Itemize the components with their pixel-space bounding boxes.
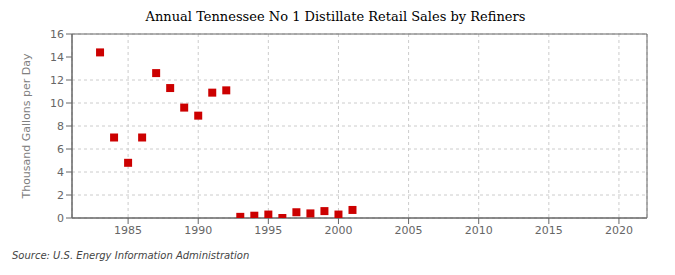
svg-text:Thousand Gallons per Day: Thousand Gallons per Day xyxy=(20,53,33,200)
svg-text:6: 6 xyxy=(57,143,64,156)
svg-text:2015: 2015 xyxy=(535,224,563,237)
svg-text:2010: 2010 xyxy=(465,224,493,237)
svg-text:14: 14 xyxy=(50,51,64,64)
svg-text:1995: 1995 xyxy=(254,224,282,237)
svg-text:16: 16 xyxy=(50,28,64,41)
svg-text:0: 0 xyxy=(57,212,64,225)
svg-text:2: 2 xyxy=(57,189,64,202)
svg-text:4: 4 xyxy=(57,166,64,179)
svg-text:12: 12 xyxy=(50,74,64,87)
html-text:Annual Tennessee No 1 Distilla: Annual Tennessee No 1 Distillate Retail … xyxy=(145,9,526,24)
svg-text:8: 8 xyxy=(57,120,64,133)
svg-text:2000: 2000 xyxy=(324,224,352,237)
svg-text:1990: 1990 xyxy=(184,224,212,237)
html-text:Source: U.S. Energy Informatio: Source: U.S. Energy Information Administ… xyxy=(12,250,250,261)
svg-text:1985: 1985 xyxy=(114,224,142,237)
svg-text:10: 10 xyxy=(50,97,64,110)
svg-text:2005: 2005 xyxy=(395,224,423,237)
svg-text:2020: 2020 xyxy=(605,224,633,237)
